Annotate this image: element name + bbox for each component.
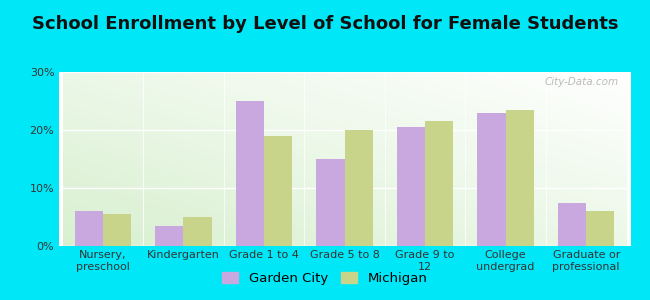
Bar	[183, 217, 211, 246]
Bar	[344, 130, 372, 246]
Bar	[75, 211, 103, 246]
Bar	[264, 136, 292, 246]
Bar	[478, 112, 506, 246]
Legend: Garden City, Michigan: Garden City, Michigan	[217, 267, 433, 290]
Bar	[558, 202, 586, 246]
Bar	[236, 101, 264, 246]
Bar	[425, 121, 453, 246]
Bar	[506, 110, 534, 246]
Bar	[317, 159, 345, 246]
Bar	[397, 127, 425, 246]
Text: School Enrollment by Level of School for Female Students: School Enrollment by Level of School for…	[32, 15, 618, 33]
Bar	[586, 211, 614, 246]
Bar	[103, 214, 131, 246]
Bar	[155, 226, 183, 246]
Text: City-Data.com: City-Data.com	[545, 77, 619, 87]
